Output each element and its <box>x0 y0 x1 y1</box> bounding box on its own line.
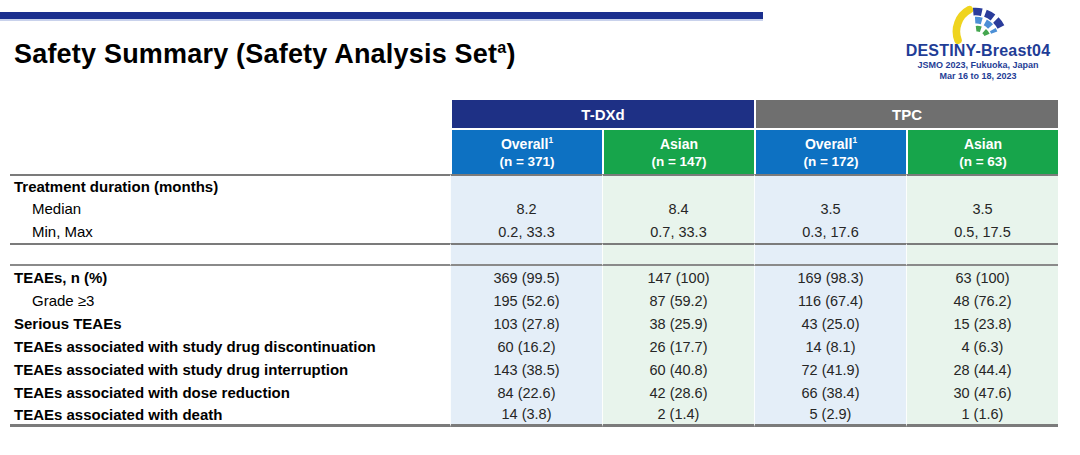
value-cell: 4 (6.3) <box>906 335 1058 358</box>
column-n: (n = 172) <box>756 153 906 171</box>
header-spacer <box>10 100 450 128</box>
value-cell: 48 (76.2) <box>906 289 1058 312</box>
value-cell <box>906 174 1058 197</box>
value-cell: 169 (98.3) <box>754 266 906 289</box>
column-label: Overall <box>501 136 548 152</box>
value-cell: 84 (22.6) <box>450 381 602 404</box>
page-title-close: ) <box>506 39 515 69</box>
value-cell: 63 (100) <box>906 266 1058 289</box>
value-cell: 1 (1.6) <box>906 404 1058 427</box>
value-cell: 28 (44.4) <box>906 358 1058 381</box>
value-cell: 26 (17.7) <box>602 335 754 358</box>
value-cell: 0.5, 17.5 <box>906 220 1058 243</box>
column-label: Asian <box>660 136 698 152</box>
column-label: Overall <box>805 136 852 152</box>
column-header-tdxd-asian: Asian (n = 147) <box>602 128 754 174</box>
value-cell: 147 (100) <box>602 266 754 289</box>
value-cell: 3.5 <box>906 197 1058 220</box>
value-cell: 14 (3.8) <box>450 404 602 427</box>
value-cell: 5 (2.9) <box>754 404 906 427</box>
conference-dates: Mar 16 to 18, 2023 <box>888 71 1068 82</box>
spacer-cell <box>450 243 602 266</box>
conference-info: JSMO 2023, Fukuoka, Japan <box>888 60 1068 71</box>
row-label: TEAEs, n (%) <box>10 266 450 289</box>
fan-arc-icon <box>945 4 1011 44</box>
top-accent-bar <box>0 12 763 21</box>
value-cell: 42 (28.6) <box>602 381 754 404</box>
column-footnote-marker: 1 <box>548 135 553 145</box>
row-label: Grade ≥3 <box>10 289 450 312</box>
column-n: (n = 147) <box>604 153 754 171</box>
safety-summary-table: T-DXd TPC Overall1 (n = 371) Asian (n = … <box>10 100 1058 427</box>
value-cell: 15 (23.8) <box>906 312 1058 335</box>
value-cell: 8.4 <box>602 197 754 220</box>
value-cell: 38 (25.9) <box>602 312 754 335</box>
column-n: (n = 63) <box>908 153 1058 171</box>
group-header-tpc: TPC <box>754 100 1058 128</box>
column-footnote-marker: 1 <box>852 135 857 145</box>
page-title-text: Safety Summary (Safety Analysis Set <box>14 39 497 69</box>
row-label: TEAEs associated with dose reduction <box>10 381 450 404</box>
value-cell: 195 (52.6) <box>450 289 602 312</box>
subheader-spacer <box>10 128 450 174</box>
value-cell: 143 (38.5) <box>450 358 602 381</box>
value-cell: 60 (40.8) <box>602 358 754 381</box>
value-cell: 0.7, 33.3 <box>602 220 754 243</box>
row-label: TEAEs associated with study drug interru… <box>10 358 450 381</box>
value-cell: 87 (59.2) <box>602 289 754 312</box>
row-label: TEAEs associated with death <box>10 404 450 427</box>
spacer-cell <box>602 243 754 266</box>
value-cell: 3.5 <box>754 197 906 220</box>
value-cell: 14 (8.1) <box>754 335 906 358</box>
spacer-row-label <box>10 243 450 266</box>
column-header-tpc-asian: Asian (n = 63) <box>906 128 1058 174</box>
value-cell: 369 (99.5) <box>450 266 602 289</box>
column-header-tpc-overall: Overall1 (n = 172) <box>754 128 906 174</box>
row-label: Median <box>10 197 450 220</box>
value-cell: 0.3, 17.6 <box>754 220 906 243</box>
value-cell: 116 (67.4) <box>754 289 906 312</box>
page-title: Safety Summary (Safety Analysis Seta) <box>14 38 516 70</box>
column-n: (n = 371) <box>452 153 602 171</box>
study-name: DESTINY-Breast04 <box>888 42 1068 60</box>
conference-logo: DESTINY-Breast04 JSMO 2023, Fukuoka, Jap… <box>888 4 1068 83</box>
row-label: Treatment duration (months) <box>10 174 450 197</box>
value-cell: 103 (27.8) <box>450 312 602 335</box>
value-cell: 8.2 <box>450 197 602 220</box>
value-cell <box>450 174 602 197</box>
slide: Safety Summary (Safety Analysis Seta) DE… <box>0 0 1080 455</box>
group-header-tdxd: T-DXd <box>450 100 754 128</box>
value-cell: 2 (1.4) <box>602 404 754 427</box>
row-label: Serious TEAEs <box>10 312 450 335</box>
value-cell: 60 (16.2) <box>450 335 602 358</box>
column-header-tdxd-overall: Overall1 (n = 371) <box>450 128 602 174</box>
spacer-cell <box>906 243 1058 266</box>
value-cell: 43 (25.0) <box>754 312 906 335</box>
row-label: Min, Max <box>10 220 450 243</box>
value-cell <box>754 174 906 197</box>
column-label: Asian <box>964 136 1002 152</box>
value-cell <box>602 174 754 197</box>
spacer-cell <box>754 243 906 266</box>
row-label: TEAEs associated with study drug discont… <box>10 335 450 358</box>
value-cell: 72 (41.9) <box>754 358 906 381</box>
value-cell: 0.2, 33.3 <box>450 220 602 243</box>
value-cell: 30 (47.6) <box>906 381 1058 404</box>
value-cell: 66 (38.4) <box>754 381 906 404</box>
